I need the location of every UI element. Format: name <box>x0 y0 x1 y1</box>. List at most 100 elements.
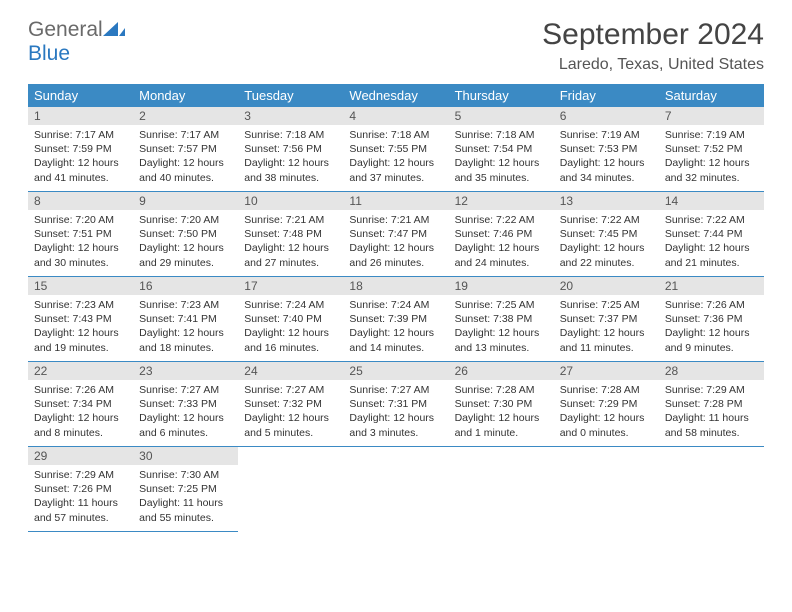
sunrise-text: Sunrise: 7:26 AM <box>665 298 758 312</box>
daylight-line2: and 22 minutes. <box>560 256 653 270</box>
calendar-week-row: 8Sunrise: 7:20 AMSunset: 7:51 PMDaylight… <box>28 192 764 277</box>
day-number: 8 <box>28 192 133 210</box>
calendar-cell: 18Sunrise: 7:24 AMSunset: 7:39 PMDayligh… <box>343 277 448 362</box>
calendar-table: Sunday Monday Tuesday Wednesday Thursday… <box>28 84 764 532</box>
calendar-cell: 29Sunrise: 7:29 AMSunset: 7:26 PMDayligh… <box>28 447 133 532</box>
day-details: Sunrise: 7:19 AMSunset: 7:53 PMDaylight:… <box>554 125 659 189</box>
sunset-text: Sunset: 7:36 PM <box>665 312 758 326</box>
sunrise-text: Sunrise: 7:21 AM <box>349 213 442 227</box>
calendar-week-row: 29Sunrise: 7:29 AMSunset: 7:26 PMDayligh… <box>28 447 764 532</box>
sunrise-text: Sunrise: 7:29 AM <box>665 383 758 397</box>
sunrise-text: Sunrise: 7:27 AM <box>139 383 232 397</box>
logo-text: General Blue <box>28 18 125 66</box>
day-number: 1 <box>28 107 133 125</box>
daylight-line2: and 3 minutes. <box>349 426 442 440</box>
day-details: Sunrise: 7:27 AMSunset: 7:33 PMDaylight:… <box>133 380 238 444</box>
calendar-cell: 5Sunrise: 7:18 AMSunset: 7:54 PMDaylight… <box>449 107 554 192</box>
daylight-line1: Daylight: 12 hours <box>34 156 127 170</box>
sunrise-text: Sunrise: 7:17 AM <box>139 128 232 142</box>
sunrise-text: Sunrise: 7:25 AM <box>560 298 653 312</box>
daylight-line1: Daylight: 12 hours <box>34 326 127 340</box>
sunset-text: Sunset: 7:53 PM <box>560 142 653 156</box>
calendar-cell <box>449 447 554 532</box>
sunrise-text: Sunrise: 7:28 AM <box>455 383 548 397</box>
calendar-cell: 3Sunrise: 7:18 AMSunset: 7:56 PMDaylight… <box>238 107 343 192</box>
day-details: Sunrise: 7:23 AMSunset: 7:41 PMDaylight:… <box>133 295 238 359</box>
day-details: Sunrise: 7:18 AMSunset: 7:56 PMDaylight:… <box>238 125 343 189</box>
day-details: Sunrise: 7:28 AMSunset: 7:29 PMDaylight:… <box>554 380 659 444</box>
calendar-cell: 10Sunrise: 7:21 AMSunset: 7:48 PMDayligh… <box>238 192 343 277</box>
day-number: 17 <box>238 277 343 295</box>
title-block: September 2024 Laredo, Texas, United Sta… <box>542 18 764 74</box>
calendar-week-row: 15Sunrise: 7:23 AMSunset: 7:43 PMDayligh… <box>28 277 764 362</box>
calendar-cell <box>554 447 659 532</box>
sunset-text: Sunset: 7:32 PM <box>244 397 337 411</box>
day-number: 27 <box>554 362 659 380</box>
daylight-line2: and 9 minutes. <box>665 341 758 355</box>
daylight-line1: Daylight: 12 hours <box>139 411 232 425</box>
location-text: Laredo, Texas, United States <box>542 56 764 74</box>
daylight-line1: Daylight: 12 hours <box>455 241 548 255</box>
day-number: 18 <box>343 277 448 295</box>
daylight-line1: Daylight: 12 hours <box>34 411 127 425</box>
sunrise-text: Sunrise: 7:24 AM <box>244 298 337 312</box>
calendar-cell: 1Sunrise: 7:17 AMSunset: 7:59 PMDaylight… <box>28 107 133 192</box>
daylight-line1: Daylight: 12 hours <box>560 411 653 425</box>
daylight-line1: Daylight: 12 hours <box>244 241 337 255</box>
day-details: Sunrise: 7:18 AMSunset: 7:55 PMDaylight:… <box>343 125 448 189</box>
sunset-text: Sunset: 7:45 PM <box>560 227 653 241</box>
weekday-tue: Tuesday <box>238 84 343 107</box>
calendar-cell: 9Sunrise: 7:20 AMSunset: 7:50 PMDaylight… <box>133 192 238 277</box>
calendar-cell: 20Sunrise: 7:25 AMSunset: 7:37 PMDayligh… <box>554 277 659 362</box>
day-number: 4 <box>343 107 448 125</box>
sunset-text: Sunset: 7:39 PM <box>349 312 442 326</box>
day-number: 15 <box>28 277 133 295</box>
daylight-line2: and 29 minutes. <box>139 256 232 270</box>
day-details: Sunrise: 7:27 AMSunset: 7:31 PMDaylight:… <box>343 380 448 444</box>
daylight-line1: Daylight: 12 hours <box>349 411 442 425</box>
sunset-text: Sunset: 7:57 PM <box>139 142 232 156</box>
calendar-week-row: 22Sunrise: 7:26 AMSunset: 7:34 PMDayligh… <box>28 362 764 447</box>
calendar-cell <box>238 447 343 532</box>
logo: General Blue <box>28 18 125 66</box>
logo-word-general: General <box>28 18 103 41</box>
daylight-line2: and 26 minutes. <box>349 256 442 270</box>
calendar-cell: 11Sunrise: 7:21 AMSunset: 7:47 PMDayligh… <box>343 192 448 277</box>
sunrise-text: Sunrise: 7:22 AM <box>455 213 548 227</box>
calendar-page: General Blue September 2024 Laredo, Texa… <box>0 0 792 550</box>
calendar-cell: 19Sunrise: 7:25 AMSunset: 7:38 PMDayligh… <box>449 277 554 362</box>
daylight-line1: Daylight: 12 hours <box>560 326 653 340</box>
daylight-line1: Daylight: 12 hours <box>139 241 232 255</box>
daylight-line2: and 55 minutes. <box>139 511 232 525</box>
daylight-line2: and 35 minutes. <box>455 171 548 185</box>
sunset-text: Sunset: 7:34 PM <box>34 397 127 411</box>
day-details: Sunrise: 7:25 AMSunset: 7:38 PMDaylight:… <box>449 295 554 359</box>
sunrise-text: Sunrise: 7:27 AM <box>349 383 442 397</box>
sunset-text: Sunset: 7:40 PM <box>244 312 337 326</box>
daylight-line2: and 13 minutes. <box>455 341 548 355</box>
sunrise-text: Sunrise: 7:20 AM <box>34 213 127 227</box>
calendar-cell: 13Sunrise: 7:22 AMSunset: 7:45 PMDayligh… <box>554 192 659 277</box>
daylight-line1: Daylight: 12 hours <box>34 241 127 255</box>
day-number: 3 <box>238 107 343 125</box>
sunset-text: Sunset: 7:31 PM <box>349 397 442 411</box>
day-details: Sunrise: 7:29 AMSunset: 7:28 PMDaylight:… <box>659 380 764 444</box>
sunrise-text: Sunrise: 7:25 AM <box>455 298 548 312</box>
day-details: Sunrise: 7:27 AMSunset: 7:32 PMDaylight:… <box>238 380 343 444</box>
sunrise-text: Sunrise: 7:22 AM <box>665 213 758 227</box>
daylight-line1: Daylight: 12 hours <box>349 241 442 255</box>
calendar-cell: 8Sunrise: 7:20 AMSunset: 7:51 PMDaylight… <box>28 192 133 277</box>
sunset-text: Sunset: 7:28 PM <box>665 397 758 411</box>
sunset-text: Sunset: 7:56 PM <box>244 142 337 156</box>
daylight-line2: and 21 minutes. <box>665 256 758 270</box>
day-number: 14 <box>659 192 764 210</box>
weekday-thu: Thursday <box>449 84 554 107</box>
day-details: Sunrise: 7:30 AMSunset: 7:25 PMDaylight:… <box>133 465 238 529</box>
daylight-line2: and 40 minutes. <box>139 171 232 185</box>
daylight-line2: and 6 minutes. <box>139 426 232 440</box>
calendar-cell: 2Sunrise: 7:17 AMSunset: 7:57 PMDaylight… <box>133 107 238 192</box>
calendar-cell: 30Sunrise: 7:30 AMSunset: 7:25 PMDayligh… <box>133 447 238 532</box>
daylight-line2: and 58 minutes. <box>665 426 758 440</box>
sunrise-text: Sunrise: 7:18 AM <box>349 128 442 142</box>
sunset-text: Sunset: 7:52 PM <box>665 142 758 156</box>
